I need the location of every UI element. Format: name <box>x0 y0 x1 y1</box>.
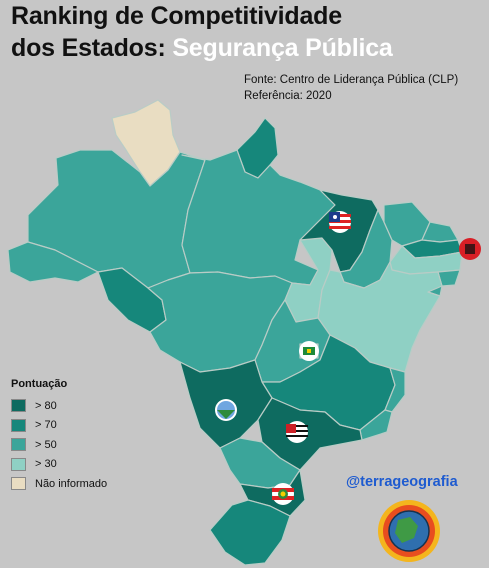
legend-swatch <box>11 457 26 471</box>
social-handle: @terrageografia <box>346 474 458 490</box>
flag-icons <box>215 211 481 505</box>
title-line-1: Ranking de Competitividade <box>11 2 342 30</box>
source-text: Fonte: Centro de Liderança Pública (CLP) <box>244 74 459 86</box>
santa-catarina-flag-icon <box>272 483 294 505</box>
globe-logo-icon <box>378 500 440 562</box>
legend-swatch <box>11 418 26 432</box>
legend-label: > 50 <box>35 438 57 451</box>
legend-item: > 80 <box>11 396 107 416</box>
state-para <box>181 149 336 286</box>
distrito-federal-flag-icon <box>299 341 319 361</box>
title-highlight: Segurança Pública <box>172 34 393 62</box>
sao-paulo-flag-icon <box>286 421 308 443</box>
legend-label: > 70 <box>35 419 57 432</box>
legend: Pontuação > 80 > 70 > 50 > 30 Não inform… <box>11 378 107 494</box>
legend-item: > 70 <box>11 416 107 436</box>
mato-grosso-do-sul-flag-icon <box>215 399 237 421</box>
title-line-2: dos Estados: Segurança Pública <box>11 33 393 64</box>
legend-item: > 30 <box>11 455 107 475</box>
paraiba-flag-icon <box>459 238 481 260</box>
legend-swatch <box>11 477 26 491</box>
state-acre <box>7 241 99 283</box>
title-prefix: dos Estados: <box>11 34 166 62</box>
legend-label: > 80 <box>35 399 57 412</box>
legend-label: > 30 <box>35 458 57 471</box>
state-rio-grande-do-sul <box>209 499 291 566</box>
legend-item: Não informado <box>11 474 107 494</box>
reference-text: Referência: 2020 <box>244 90 332 102</box>
legend-label: Não informado <box>35 477 108 490</box>
legend-item: > 50 <box>11 435 107 455</box>
legend-title: Pontuação <box>11 378 68 390</box>
legend-swatch <box>11 438 26 452</box>
maranhao-flag-icon <box>329 211 351 233</box>
legend-swatch <box>11 399 26 413</box>
